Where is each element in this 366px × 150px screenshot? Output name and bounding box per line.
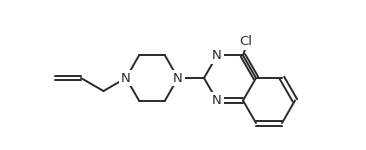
Text: N: N <box>212 94 222 107</box>
Text: N: N <box>173 72 183 84</box>
Text: Cl: Cl <box>239 35 253 48</box>
Text: N: N <box>121 72 131 84</box>
Text: N: N <box>212 49 222 62</box>
